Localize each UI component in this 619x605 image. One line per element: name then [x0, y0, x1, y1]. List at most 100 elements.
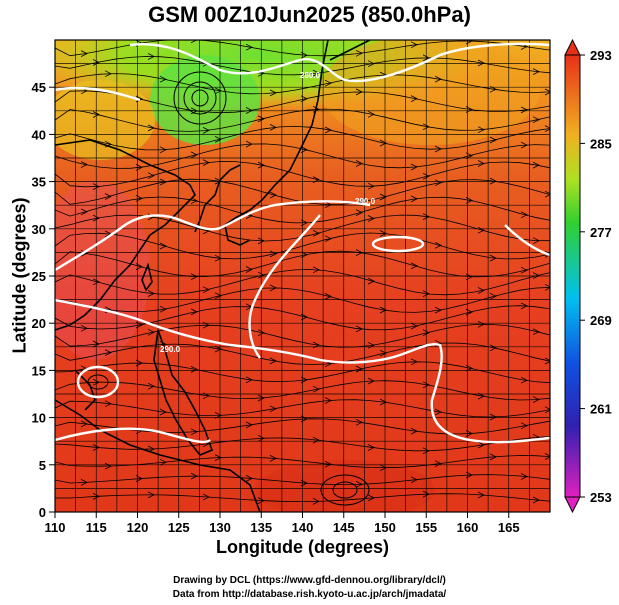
circulation-vortices — [87, 71, 370, 506]
streamline-arrow — [300, 95, 308, 103]
streamline-arrow — [80, 479, 88, 486]
streamline-arrow — [367, 494, 375, 502]
streamline — [55, 436, 550, 452]
streamline-arrow — [257, 497, 265, 504]
streamline — [55, 125, 550, 151]
streamline-arrow — [410, 195, 418, 203]
coast-japan — [224, 40, 329, 226]
streamline-arrow — [92, 59, 100, 66]
streamline-arrow — [135, 359, 143, 367]
isotherm-closed-30n — [371, 235, 425, 253]
streamline-arrow — [92, 340, 100, 348]
streamline — [55, 380, 550, 401]
y-tick-label: 45 — [32, 80, 46, 95]
x-tick-label: 165 — [498, 520, 520, 535]
streamline-arrow — [520, 422, 528, 430]
streamline-arrow — [245, 421, 253, 429]
streamline — [55, 232, 550, 260]
streamline-arrow — [147, 172, 155, 180]
coast-philippines — [153, 329, 214, 456]
streamline-arrow — [312, 176, 320, 183]
streamline-arrow — [104, 462, 112, 470]
streamline-arrow — [367, 444, 375, 451]
streamline — [55, 143, 550, 169]
streamline-arrow — [367, 110, 375, 118]
streamline-arrow — [367, 377, 375, 385]
streamline-arrow — [410, 41, 418, 49]
y-tick-label: 20 — [32, 316, 46, 331]
streamline-arrow — [300, 146, 308, 153]
streamline-arrow — [312, 498, 320, 505]
x-axis-label: Longitude (degrees) — [215, 537, 389, 557]
streamline-arrow — [465, 40, 473, 45]
streamline — [55, 196, 550, 224]
streamline-arrow — [312, 436, 320, 444]
coast-kyushu — [224, 224, 251, 246]
streamline-arrow — [410, 358, 418, 366]
streamline-arrow — [544, 283, 550, 291]
streamline-arrow — [214, 454, 222, 461]
streamline — [55, 56, 550, 76]
streamline-arrow — [379, 464, 387, 472]
streamline-arrow — [465, 308, 473, 316]
streamline-arrow — [257, 237, 265, 245]
streamline-arrow — [312, 341, 320, 349]
streamline-arrow — [489, 344, 497, 352]
streamline-arrow — [477, 441, 485, 449]
streamline-arrow — [300, 479, 308, 487]
streamline-arrow — [489, 413, 497, 421]
streamline-arrow — [92, 444, 100, 451]
streamline-arrow — [269, 124, 277, 131]
streamline — [55, 178, 550, 205]
colorbar-tick-label: 293 — [590, 48, 612, 63]
streamline-arrow — [214, 177, 222, 185]
streamline-arrow — [477, 392, 485, 400]
streamline-arrow — [544, 88, 550, 96]
vortex-west — [87, 374, 109, 390]
streamline-arrow — [147, 290, 155, 297]
streamline-arrow — [520, 141, 528, 149]
streamline-arrow — [410, 163, 418, 171]
streamline-arrow — [300, 51, 308, 59]
y-axis-label: Latitude (degrees) — [9, 197, 30, 354]
x-axis-ticks: 110 115 120 125 130 135 140 145 150 155 160 165 — [45, 512, 520, 535]
cool-vortex — [150, 55, 260, 145]
streamline-arrow — [80, 420, 88, 428]
streamline-arrow — [135, 475, 143, 482]
y-tick-label: 25 — [32, 269, 46, 284]
streamline — [55, 418, 550, 435]
colorbar-tick-label: 261 — [590, 402, 612, 417]
streamline-arrow — [410, 262, 418, 270]
streamline-arrow — [532, 161, 540, 169]
contour-label: 290.0 — [160, 345, 181, 354]
x-tick-label: 160 — [457, 520, 479, 535]
map-title: GSM 00Z10Jun2025 (850.0hPa) — [148, 2, 471, 27]
streamline-arrow — [190, 366, 198, 373]
coast-china — [55, 139, 196, 331]
streamline-arrow — [92, 214, 100, 222]
streamline-arrow — [269, 405, 277, 413]
streamline-arrow — [147, 491, 155, 499]
streamline-arrow — [104, 400, 112, 408]
streamline — [55, 250, 550, 278]
y-tick-label: 5 — [39, 458, 46, 473]
streamline-arrow — [92, 378, 100, 386]
streamline-arrow — [434, 408, 442, 416]
streamline-arrow — [520, 106, 528, 114]
streamline-arrow — [422, 447, 430, 455]
isotherm-290-east — [504, 224, 550, 257]
streamline-arrow — [520, 376, 528, 384]
streamline-arrow — [257, 115, 265, 123]
streamline-arrow — [489, 453, 497, 461]
streamline — [55, 286, 550, 313]
streamline-arrow — [532, 272, 540, 279]
streamline-arrow — [104, 349, 112, 356]
streamline-arrow — [300, 219, 308, 227]
streamline-arrow — [300, 415, 308, 423]
coast-borneo — [55, 399, 261, 512]
streamline-arrow — [80, 324, 88, 332]
streamline-arrow — [190, 273, 198, 280]
y-tick-label: 30 — [32, 222, 46, 237]
streamline — [55, 399, 550, 418]
streamline-arrow — [202, 321, 210, 329]
